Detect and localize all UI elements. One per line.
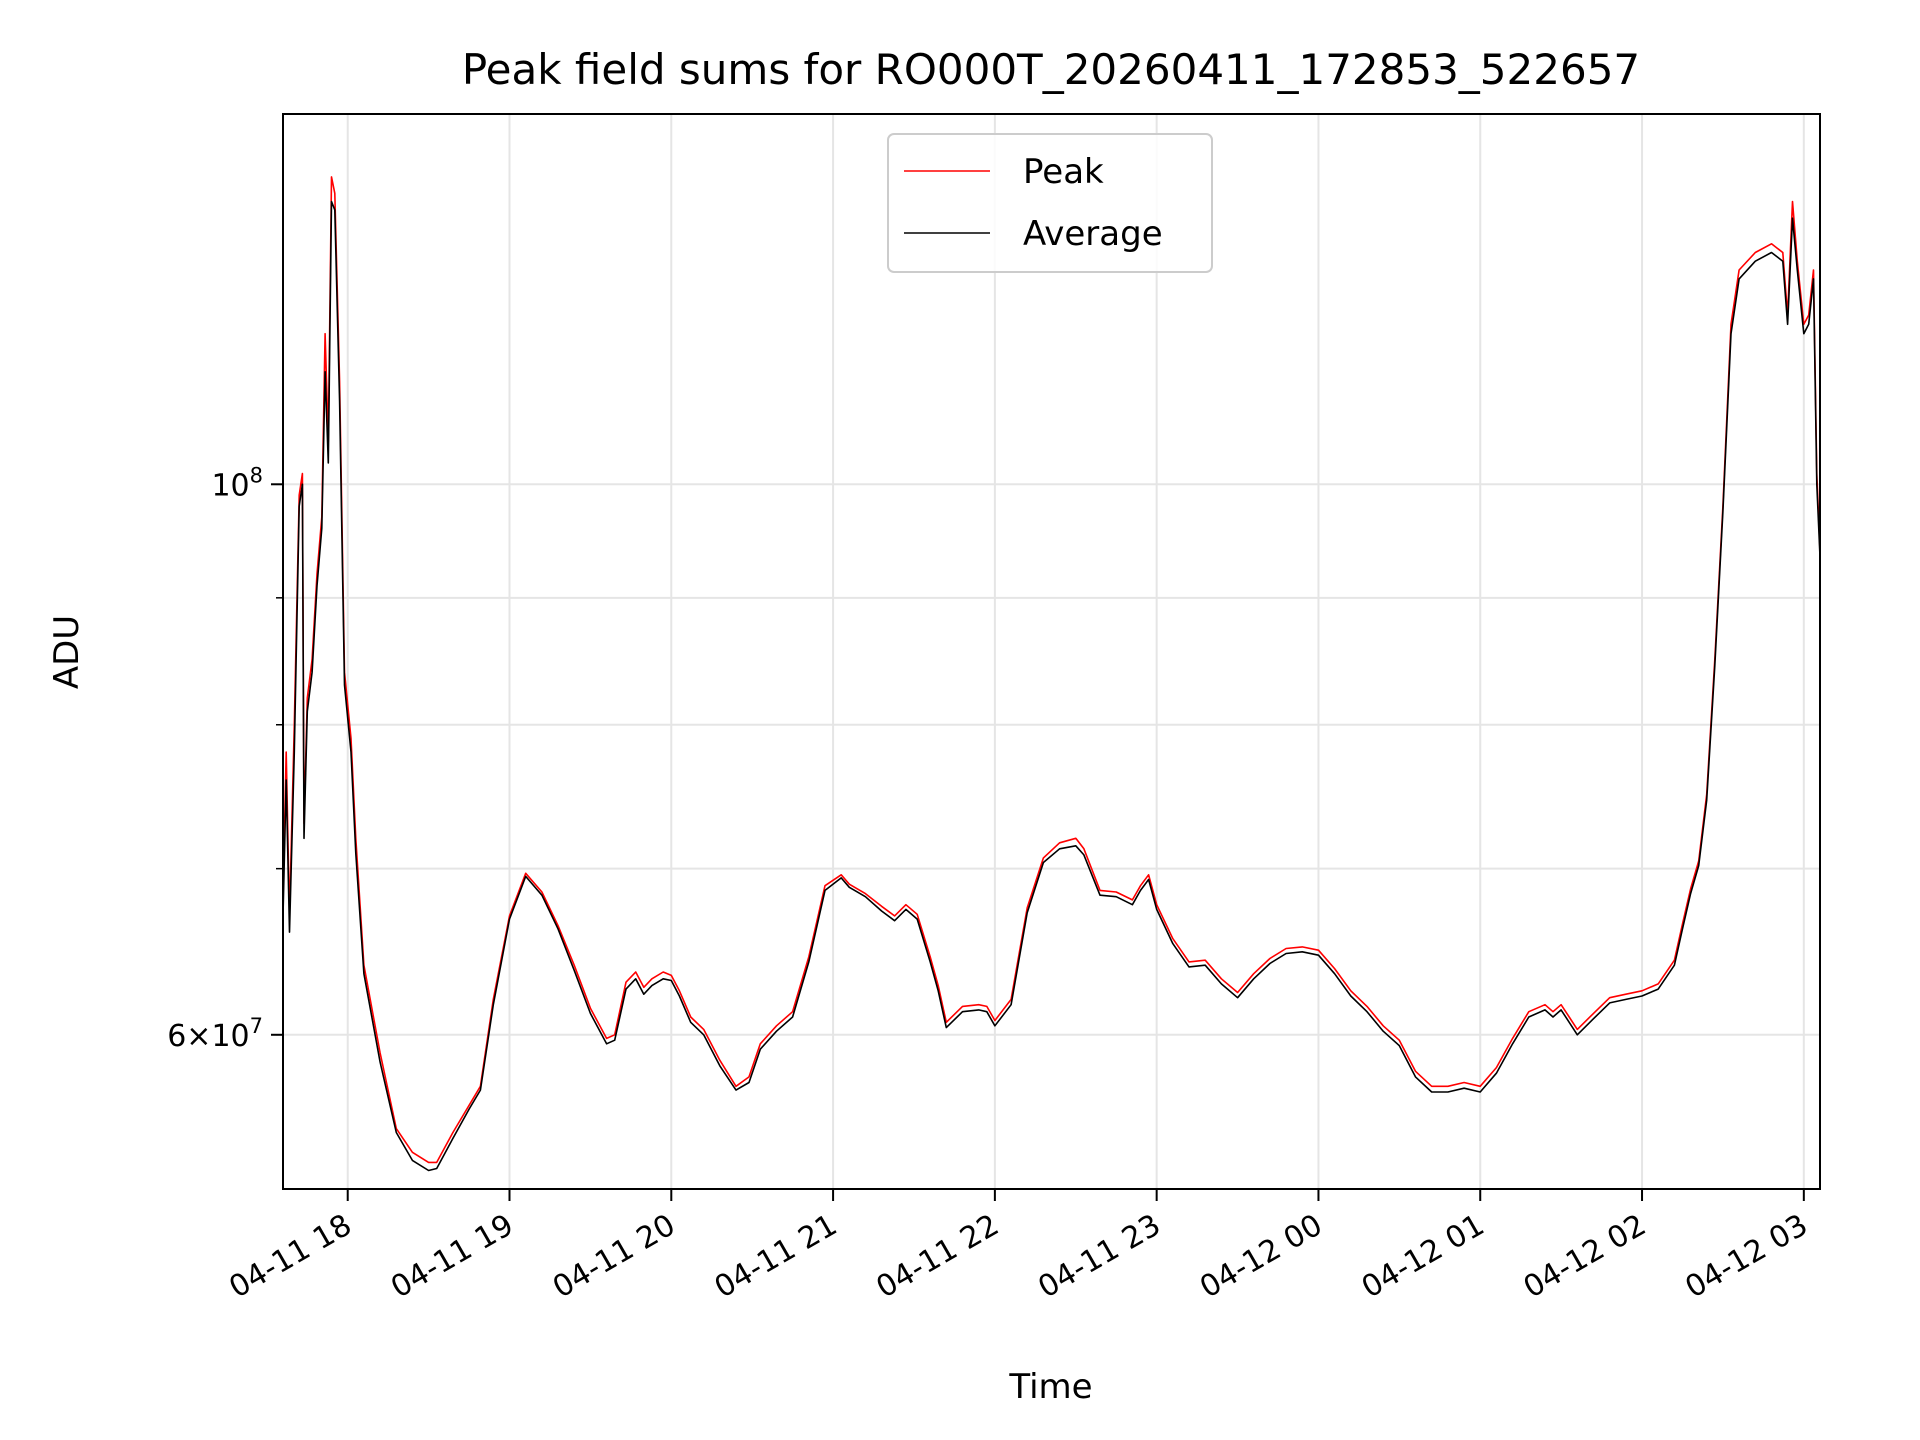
y-tick-label: 6×107 xyxy=(167,1014,263,1054)
legend-label-peak: Peak xyxy=(1023,152,1104,192)
legend-box xyxy=(887,133,1213,273)
y-tick-label: 108 xyxy=(211,463,263,503)
y-axis: 6×107 108 xyxy=(167,463,283,1054)
legend-label-average: Average xyxy=(1023,214,1163,254)
series-line-peak xyxy=(282,176,1821,1164)
grid xyxy=(283,114,1820,1189)
plot-lines xyxy=(282,176,1821,1172)
series-line-average xyxy=(282,200,1821,1172)
x-axis-label: Time xyxy=(1008,1367,1092,1407)
chart-title: Peak field sums for RO000T_20260411_1728… xyxy=(462,45,1640,94)
plot-frame xyxy=(282,113,1821,1190)
legend: Peak Average xyxy=(887,133,1213,273)
y-axis-label: ADU xyxy=(47,615,87,689)
